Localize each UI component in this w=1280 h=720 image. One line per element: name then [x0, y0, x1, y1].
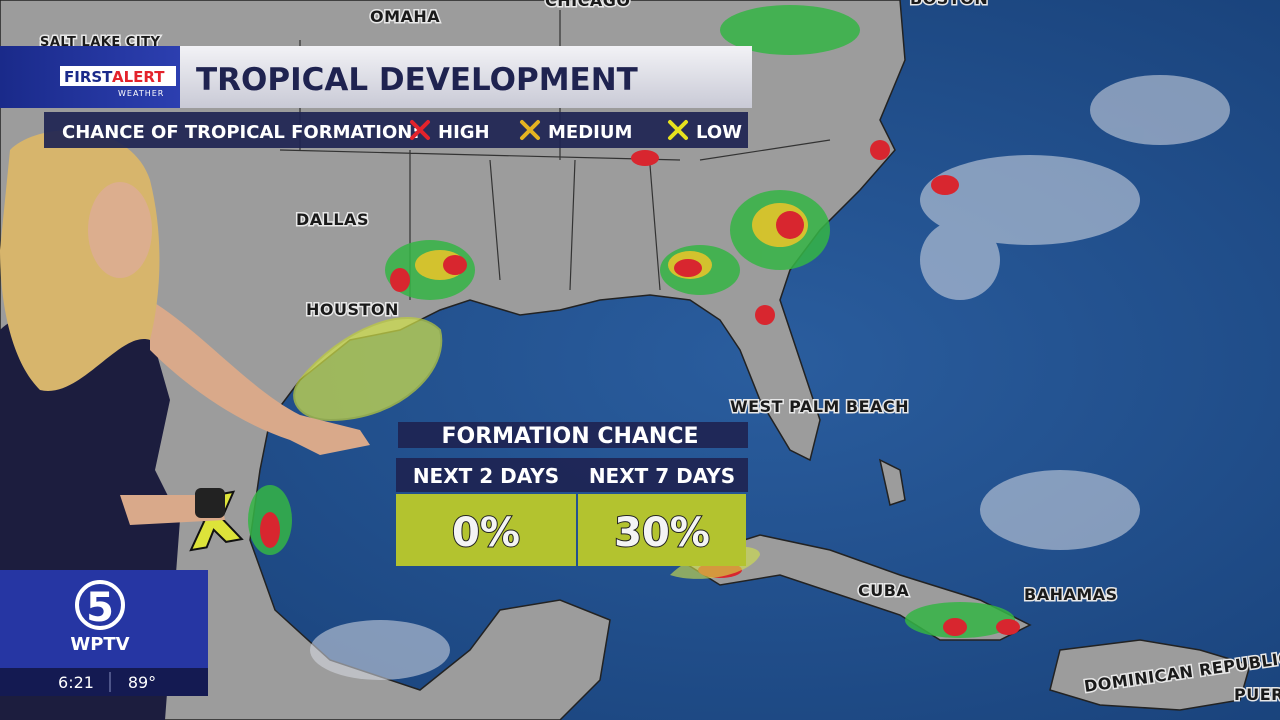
city-label: WEST PALM BEACH: [730, 397, 909, 416]
legend-bar: [44, 112, 748, 148]
legend-item-label: HIGH: [438, 122, 490, 143]
city-label: OMAHA: [370, 7, 440, 26]
city-label: CUBA: [858, 581, 909, 600]
formation-columns: NEXT 2 DAYS 0% NEXT 7 DAYS 30%: [396, 464, 746, 566]
legend-marker: [410, 120, 430, 140]
brand-sub: WEATHER: [118, 89, 164, 98]
formation-title-bar: [398, 422, 748, 448]
formation-chance: 30%: [614, 510, 710, 556]
legend-item-label: LOW: [696, 122, 742, 143]
city-label: BOSTON: [910, 0, 988, 8]
station-bug: [0, 570, 208, 668]
clouds: [310, 75, 1230, 680]
station-channel: 5: [86, 585, 114, 631]
legend-marker: [668, 120, 688, 140]
formation-period-bar: [396, 458, 748, 492]
brand-alert: ALERT: [112, 68, 165, 86]
formation-cell: [578, 494, 746, 566]
city-label: PUER: [1234, 685, 1280, 704]
brand-first: FIRST: [64, 68, 113, 86]
time: 6:21: [58, 673, 94, 692]
title: TROPICAL DEVELOPMENT: [196, 62, 638, 98]
city-label: HOUSTON: [306, 300, 399, 319]
formation-period: NEXT 2 DAYS: [413, 464, 559, 488]
radar-storms: [248, 5, 1020, 638]
legend-label: CHANCE OF TROPICAL FORMATION:: [62, 122, 420, 143]
formation-chance: 0%: [452, 510, 520, 556]
legend: HIGH MEDIUM LOW: [410, 120, 742, 143]
city-label: BAHAMAS: [1024, 585, 1118, 604]
legend-marker: [520, 120, 540, 140]
logo-badge: [60, 66, 176, 86]
formation-period: NEXT 7 DAYS: [589, 464, 735, 488]
formation-cell: [396, 494, 576, 566]
station-logo-ring: [75, 580, 125, 630]
city-label: DALLAS: [296, 210, 369, 229]
legend-item-label: MEDIUM: [548, 122, 632, 143]
presenter: [0, 130, 370, 720]
temperature: 89°: [128, 673, 156, 692]
formation-title: FORMATION CHANCE: [441, 424, 698, 449]
formation-area: [293, 317, 443, 422]
time-temp-bar: [0, 668, 208, 696]
station-call-sign: WPTV: [70, 634, 129, 655]
city-label: CHICAGO: [545, 0, 630, 10]
